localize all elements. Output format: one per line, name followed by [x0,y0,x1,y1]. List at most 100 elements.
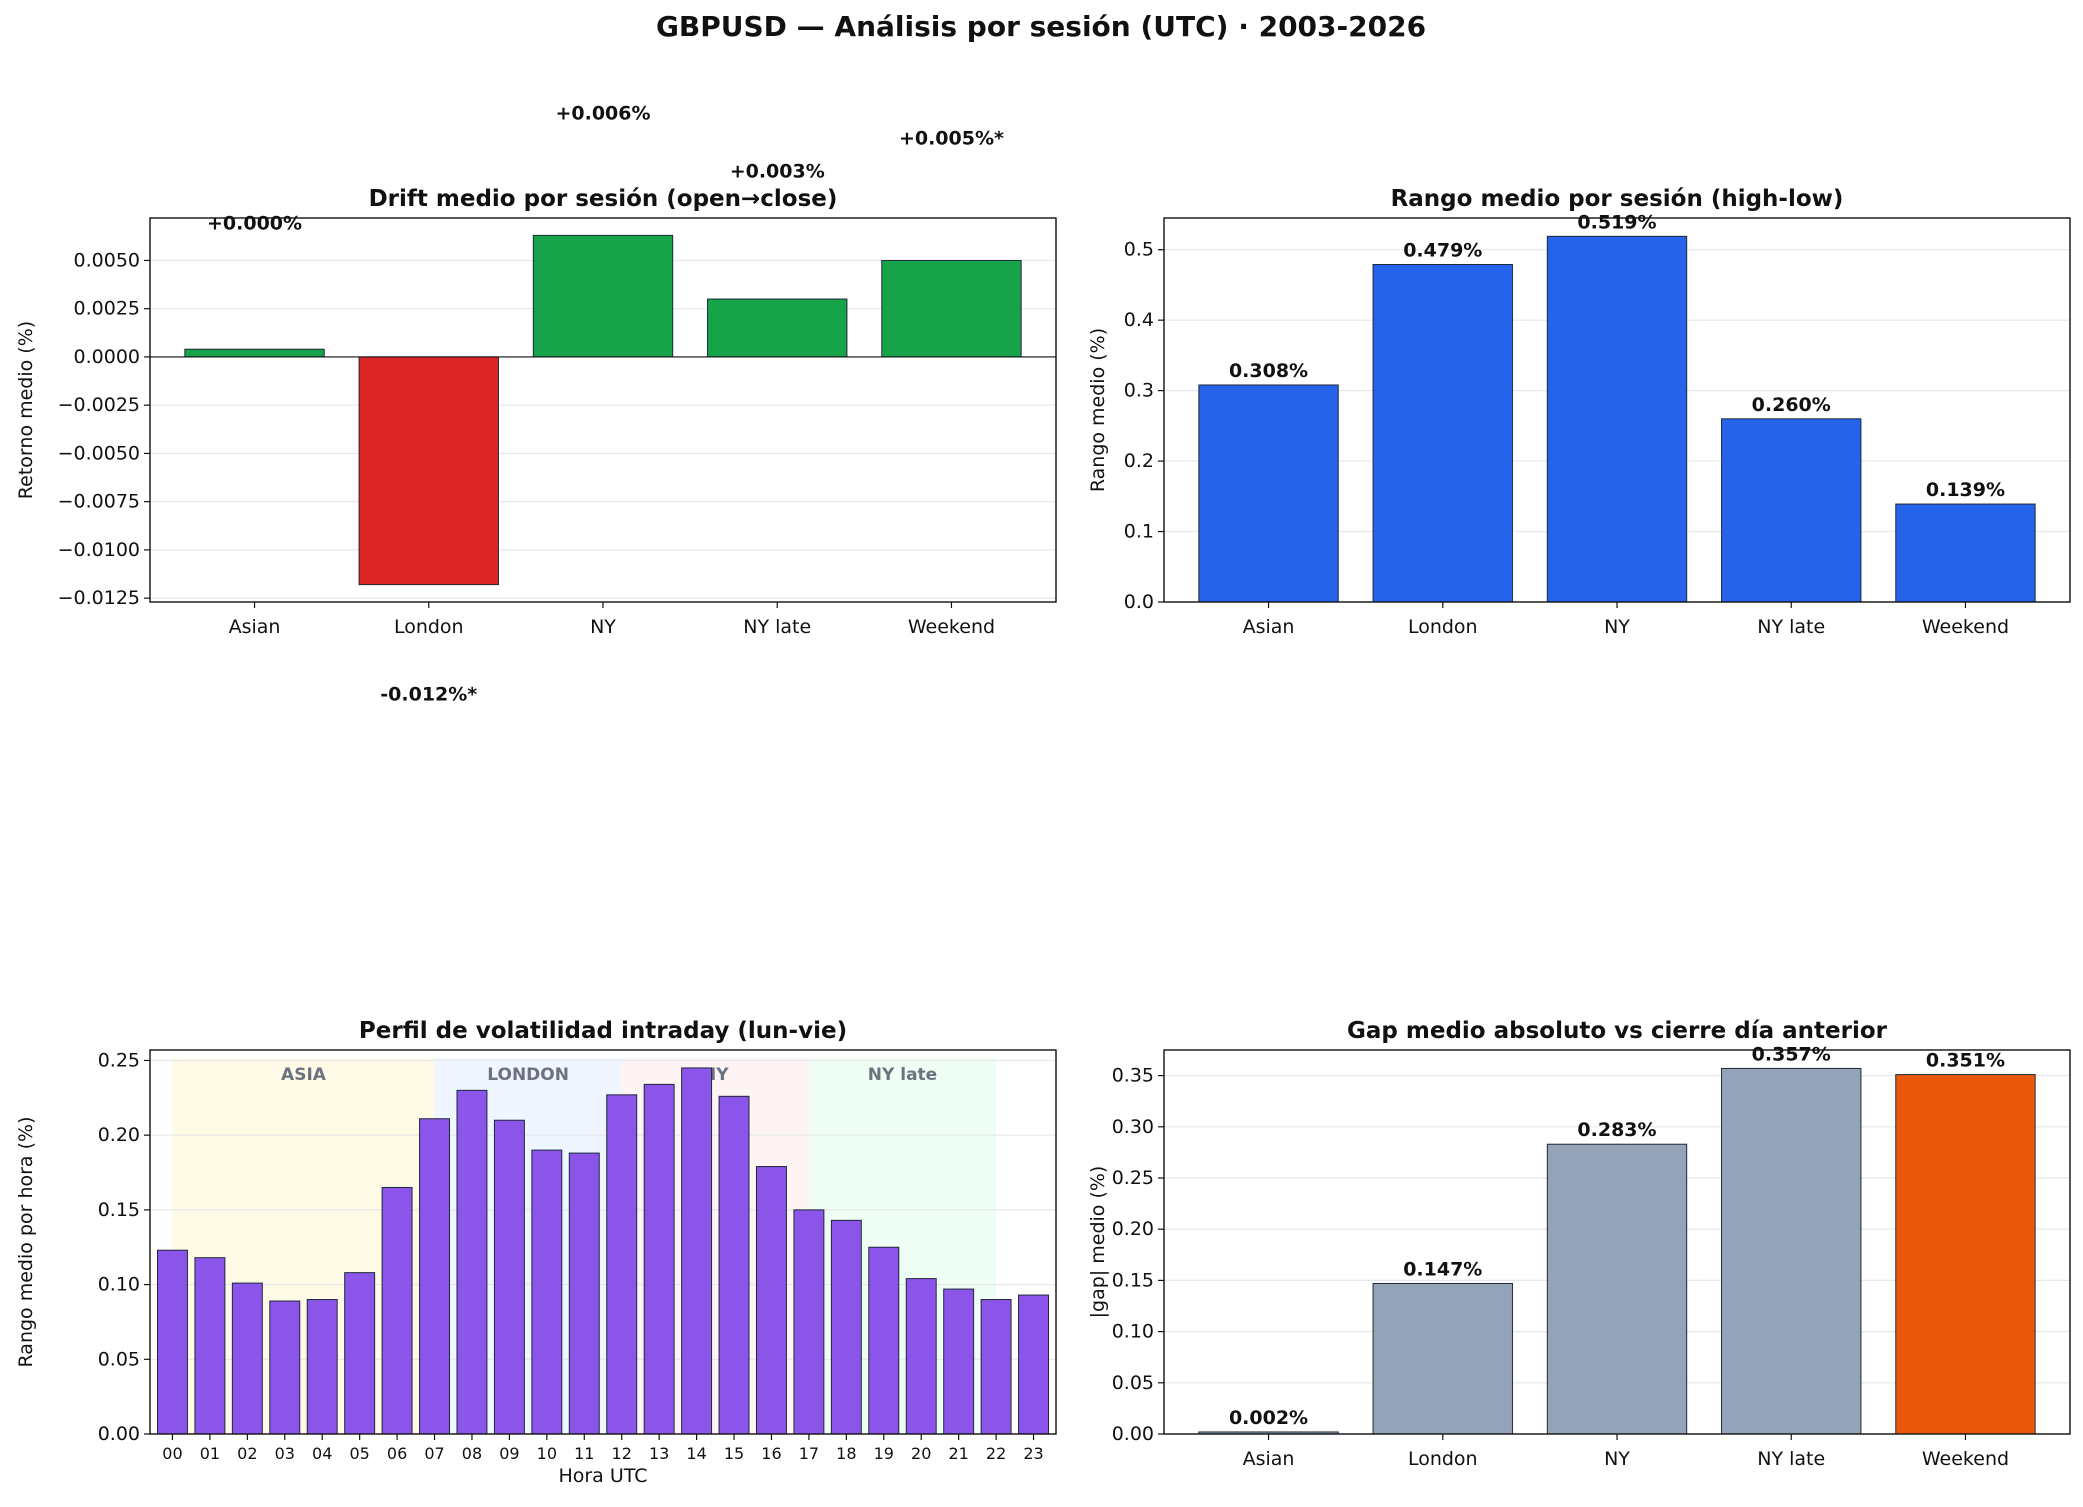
bar-00 [156,1249,188,1435]
y-tick-label: 0.10 [1112,1321,1154,1343]
x-tick-label: Weekend [1922,1448,2009,1470]
y-tick-label: 0.3 [1124,380,1154,402]
bar-08 [456,1089,488,1435]
bar-01 [194,1257,226,1435]
bar-ny [532,234,674,358]
x-tick-label: London [1408,616,1478,638]
x-tick-label: 21 [948,1444,968,1463]
figure-suptitle: GBPUSD — Análisis por sesión (UTC) · 200… [656,10,1426,43]
bar-23 [1018,1294,1050,1435]
data-label: 0.147% [1403,1258,1482,1280]
data-label: +0.003% [730,160,825,182]
x-tick-label: NY [1604,616,1630,638]
bar-19 [868,1246,900,1435]
bar-09 [493,1119,525,1435]
session-band-label: NY late [868,1065,937,1085]
bar-ny-late [1721,418,1862,603]
x-tick-label: 04 [312,1444,332,1463]
x-tick-label: London [394,616,464,638]
bar-weekend [1895,503,2036,603]
bar-london [358,356,499,586]
y-tick-label: 0.0050 [74,249,140,271]
x-tick-label: 08 [462,1444,482,1463]
x-tick-label: Weekend [1922,616,2009,638]
y-tick-label: 0.05 [1112,1372,1154,1394]
bar-london [1372,1282,1513,1435]
chart-title: Gap medio absoluto vs cierre día anterio… [1347,1018,1888,1044]
x-tick-label: 00 [162,1444,182,1463]
x-tick-label: London [1408,1448,1478,1470]
x-tick-label: NY [1604,1448,1630,1470]
bar-21 [943,1288,975,1435]
bar-03 [269,1300,301,1435]
y-axis-label: |gap| medio (%) [1087,1166,1109,1319]
x-tick-label: NY late [1757,616,1825,638]
data-label: +0.005%* [899,128,1004,150]
bar-07 [419,1118,451,1435]
x-tick-label: 13 [649,1444,669,1463]
x-tick-label: 18 [836,1444,856,1463]
x-tick-label: Asian [1243,616,1295,638]
bar-02 [231,1282,263,1435]
y-tick-label: 0.1 [1124,521,1154,543]
x-tick-label: NY late [743,616,811,638]
x-tick-label: 05 [349,1444,369,1463]
data-label: 0.002% [1229,1407,1308,1429]
y-tick-label: 0.15 [1112,1269,1154,1291]
range-chart-panel: 0.0 0.1 0.2 0.3 0.4 0.5 Asian London NY NY late We… [1087,186,2071,638]
bar-22 [980,1299,1012,1435]
y-tick-label: 0.20 [98,1124,140,1146]
bar-05 [344,1272,376,1435]
bar-11 [568,1152,600,1435]
x-tick-label: 22 [986,1444,1006,1463]
x-tick-label: 15 [724,1444,744,1463]
data-label: 0.519% [1577,211,1656,233]
bar-20 [905,1278,937,1435]
axes-frame [149,1049,1057,1435]
x-tick-label: 07 [424,1444,444,1463]
bar-ny [1546,1143,1688,1435]
y-tick-label: 0.10 [98,1274,140,1296]
x-tick-label: 12 [612,1444,632,1463]
data-label: 0.283% [1577,1119,1656,1141]
data-label: +0.006% [555,103,650,125]
y-tick-label: −0.0100 [58,539,140,561]
x-tick-label: 23 [1023,1444,1043,1463]
y-tick-label: 0.25 [98,1049,140,1071]
y-tick-label: 0.25 [1112,1167,1154,1189]
y-tick-label: 0.4 [1124,309,1154,331]
data-label: 0.357% [1752,1043,1831,1065]
y-tick-label: 0.00 [98,1423,140,1445]
x-tick-label: 01 [200,1444,220,1463]
bar-15 [718,1095,750,1435]
x-tick-label: 11 [574,1444,594,1463]
data-label: 0.260% [1752,394,1831,416]
y-tick-label: 0.35 [1112,1065,1154,1087]
x-tick-label: 06 [387,1444,407,1463]
x-tick-label: 09 [499,1444,519,1463]
data-label: 0.139% [1926,479,2005,501]
session-band-label: ASIA [281,1065,327,1085]
bar-asian [1198,384,1339,603]
gap-chart-panel: 0.00 0.05 0.10 0.15 0.20 0.25 0.30 0.35 Asian Lon… [1087,1018,2071,1470]
bar-14 [681,1067,713,1435]
bar-ny-late [1721,1067,1862,1435]
y-tick-label: 0.0 [1124,591,1154,613]
bar-17 [793,1209,825,1435]
y-tick-label: 0.05 [98,1348,140,1370]
x-tick-label: 14 [686,1444,706,1463]
bar-asian [184,348,325,358]
y-tick-label: 0.30 [1112,1116,1154,1138]
bar-10 [531,1149,563,1435]
x-tick-label: Asian [229,616,281,638]
x-tick-label: NY [590,616,616,638]
bar-weekend [881,259,1022,358]
y-tick-label: −0.0125 [58,587,140,609]
bar-18 [830,1219,862,1435]
chart-title: Perfil de volatilidad intraday (lun-vie) [359,1018,847,1044]
y-tick-label: 0.2 [1124,450,1154,472]
chart-title: Rango medio por sesión (high-low) [1391,186,1844,212]
x-tick-label: 03 [275,1444,295,1463]
x-tick-label: 02 [237,1444,257,1463]
